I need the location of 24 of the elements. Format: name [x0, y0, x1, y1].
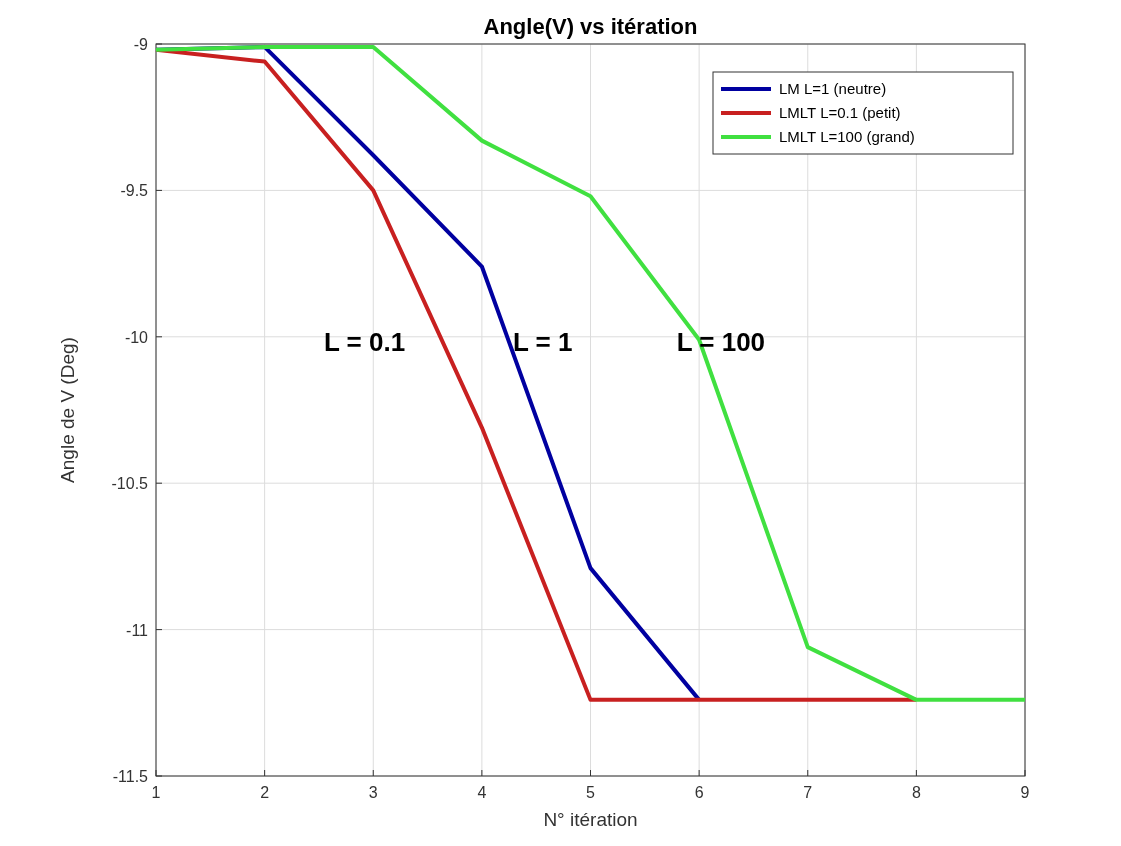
x-tick-label: 7: [803, 784, 813, 801]
legend-label: LMLT L=0.1 (petit): [779, 104, 901, 121]
legend-label: LM L=1 (neutre): [779, 80, 887, 97]
legend-label: LMLT L=100 (grand): [779, 128, 915, 145]
y-tick-label: -9: [133, 36, 149, 53]
x-tick-label: 1: [151, 784, 161, 801]
x-tick-label: 8: [911, 784, 921, 801]
y-tick-label: -11.5: [112, 768, 149, 785]
x-tick-label: 4: [477, 784, 487, 801]
x-tick-label: 5: [586, 784, 596, 801]
y-tick-label: -10: [124, 328, 149, 346]
y-tick-label: -11: [126, 621, 149, 639]
annotation: L = 0.1: [323, 327, 406, 358]
y-tick-label: -10.5: [111, 475, 149, 493]
y-axis-title: Angle de V (Deg): [57, 337, 78, 483]
x-tick-label: 3: [368, 784, 378, 801]
x-tick-label: 9: [1020, 784, 1030, 801]
annotation: L = 1: [512, 327, 573, 358]
chart-title: Angle(V) vs itération: [483, 14, 698, 39]
x-axis-title: N° itération: [543, 809, 638, 830]
annotation: L = 100: [676, 327, 766, 358]
y-tick-label: -9.5: [120, 182, 149, 200]
x-tick-label: 2: [260, 784, 270, 801]
x-tick-label: 6: [694, 784, 704, 801]
